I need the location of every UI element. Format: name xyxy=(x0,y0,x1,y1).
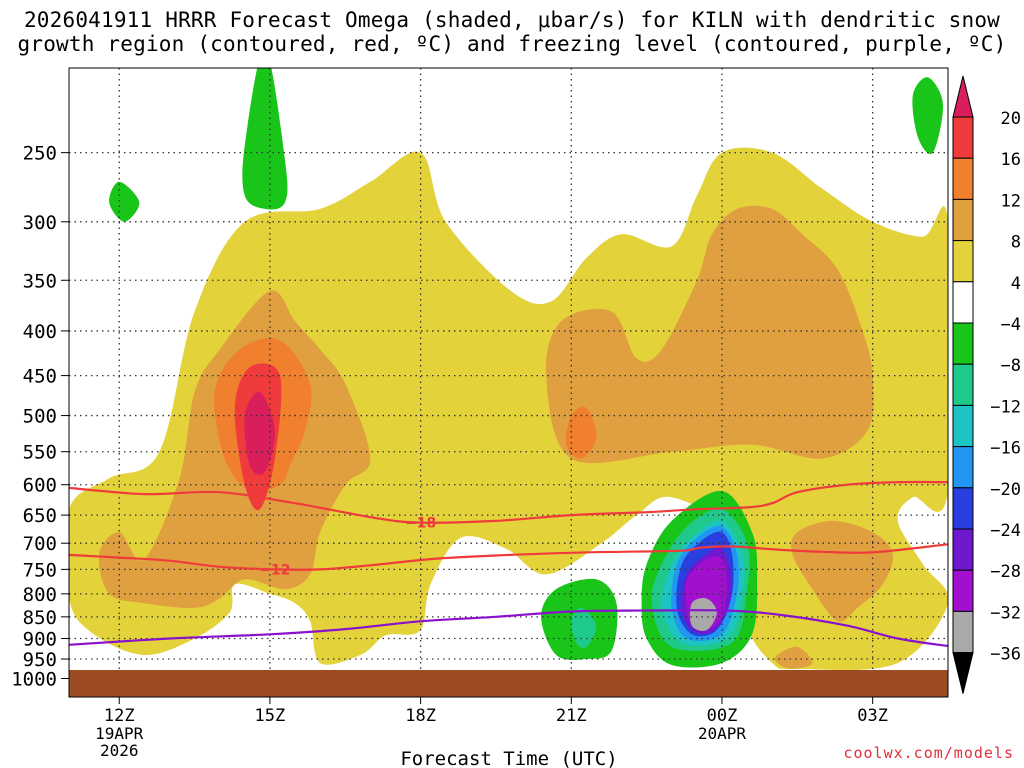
colorbar-label-2: 12 xyxy=(1001,191,1021,211)
dendritic-top-label: −18 xyxy=(405,516,436,532)
dendritic-top-contour xyxy=(69,480,948,524)
colorbar-band-8 xyxy=(952,446,974,489)
colorbar-band-6 xyxy=(952,363,974,406)
colorbar-label-13: −36 xyxy=(990,645,1021,665)
y-tick-label-700: 700 xyxy=(23,533,57,555)
y-tick-label-800: 800 xyxy=(23,584,57,606)
dendritic-bottom-contour xyxy=(69,543,948,571)
freezing-level-contour xyxy=(69,609,948,648)
colorbar-band-12 xyxy=(952,610,974,654)
grid-lines xyxy=(69,68,948,670)
colorbar-label-12: −32 xyxy=(990,603,1021,623)
chart-title-line2: growth region (contoured, red, ºC) and f… xyxy=(17,32,1007,56)
colorbar-label-0: 20 xyxy=(1001,109,1021,129)
omega-region-neg12-10 xyxy=(571,607,597,649)
colorbar-band-3 xyxy=(952,240,974,283)
colorbar-band-11 xyxy=(952,569,974,612)
y-tick-label-250: 250 xyxy=(23,143,57,165)
colorbar-label-4: 4 xyxy=(1011,274,1021,294)
colorbar-band-10 xyxy=(952,528,974,571)
omega-region-8-2 xyxy=(545,205,874,464)
colorbar-label-3: 8 xyxy=(1011,233,1021,253)
colorbar-label-6: −8 xyxy=(1001,356,1021,376)
colorbar-bottom-arrow xyxy=(952,652,974,694)
omega-region-neg8-21 xyxy=(912,77,944,155)
dendritic-bottom-label: −12 xyxy=(259,562,290,578)
temperature-contours: −18 −12 xyxy=(69,480,948,648)
x-axis-title: Forecast Time (UTC) xyxy=(400,748,617,768)
colorbar-band-0 xyxy=(952,116,974,159)
y-tick-label-750: 750 xyxy=(23,559,57,581)
plot-frame xyxy=(68,67,949,698)
y-tick-label-550: 550 xyxy=(23,442,57,464)
y-tick-label-400: 400 xyxy=(23,321,57,343)
ground-surface xyxy=(69,670,948,697)
y-tick-label-850: 850 xyxy=(23,607,57,629)
y-tick-label-900: 900 xyxy=(23,629,57,651)
colorbar-band-4 xyxy=(952,281,974,324)
x-tick-label-21Z: 21Z xyxy=(556,706,587,726)
colorbar-top-arrow xyxy=(952,75,974,118)
x-tick-label-12Z: 12Z xyxy=(104,706,135,726)
colorbar-label-8: −16 xyxy=(990,439,1021,459)
colorbar-label-9: −20 xyxy=(990,480,1021,500)
omega-region-neg8-19 xyxy=(242,68,288,210)
omega-region-20-8 xyxy=(244,391,275,475)
omega-region-8-3 xyxy=(790,520,894,622)
colorbar-label-1: 16 xyxy=(1001,150,1021,170)
y-tick-label-600: 600 xyxy=(23,475,57,497)
omega-region-neg36-18 xyxy=(689,598,717,631)
colorbar-label-10: −24 xyxy=(990,521,1021,541)
omega-region-neg8-20 xyxy=(109,181,140,222)
colorbar-band-5 xyxy=(952,322,974,365)
x-tick-sublabel-20APR: 20APR xyxy=(698,724,747,743)
omega-shading xyxy=(69,68,948,671)
colorbar-label-7: −12 xyxy=(990,397,1021,417)
colorbar-label-5: −4 xyxy=(1001,315,1021,335)
x-tick-label-03Z: 03Z xyxy=(857,706,888,726)
y-tick-label-500: 500 xyxy=(23,406,57,428)
credit-text[interactable]: coolwx.com/models xyxy=(843,744,1014,762)
x-tick-sublabel-19APR: 19APR xyxy=(95,724,144,743)
y-tick-label-350: 350 xyxy=(23,270,57,292)
colorbar-label-11: −28 xyxy=(990,562,1021,582)
colorbar-band-9 xyxy=(952,487,974,530)
x-tick-label-00Z: 00Z xyxy=(707,706,738,726)
y-tick-label-950: 950 xyxy=(23,649,57,671)
y-tick-label-1000: 1000 xyxy=(11,668,57,690)
x-tick-label-18Z: 18Z xyxy=(405,706,436,726)
omega-region-8-4 xyxy=(775,646,813,669)
y-axis: 2503003504004505005506006507007508008509… xyxy=(11,143,69,690)
omega-region-12-6 xyxy=(565,406,597,459)
colorbar-band-2 xyxy=(952,198,974,242)
colorbar-legend: 20 16 12 8 4 −4 −8 −12 −16 −20 −24 −28 −32 −36 xyxy=(952,75,1021,694)
y-tick-label-650: 650 xyxy=(23,505,57,527)
y-tick-label-300: 300 xyxy=(23,212,57,234)
y-tick-label-450: 450 xyxy=(23,366,57,388)
chart-title-line1: 2026041911 HRRR Forecast Omega (shaded, … xyxy=(23,8,1001,32)
x-tick-label-15Z: 15Z xyxy=(255,706,286,726)
colorbar-band-7 xyxy=(952,404,974,448)
colorbar-band-1 xyxy=(952,157,974,200)
x-tick-sublabel-2026: 2026 xyxy=(100,741,139,760)
